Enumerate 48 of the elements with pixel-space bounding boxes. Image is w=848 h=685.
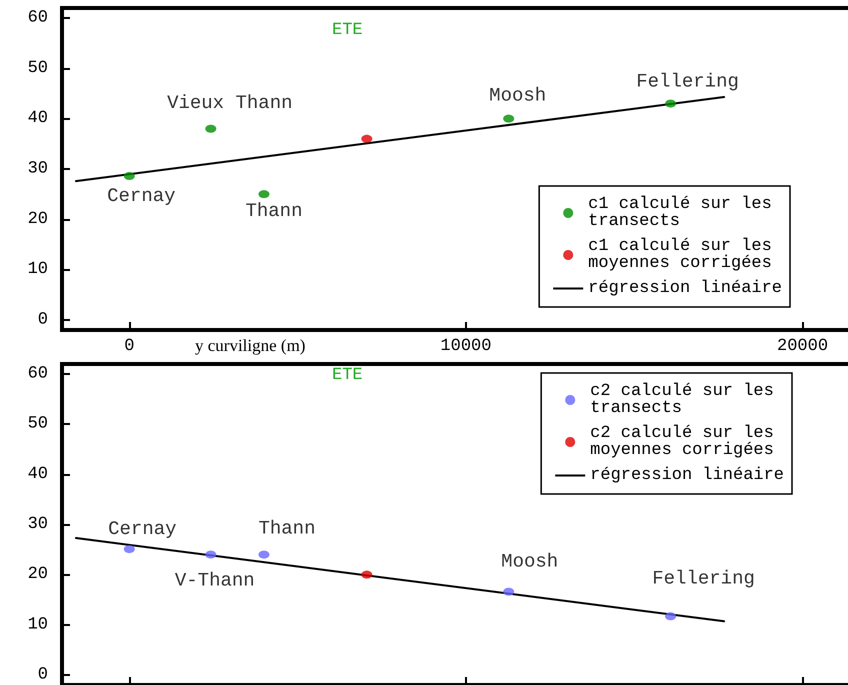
y-tick-label: 60: [28, 8, 48, 28]
y-tick-label: 0: [38, 310, 48, 330]
point: [258, 190, 270, 198]
annotation: Moosh: [489, 84, 546, 107]
legend-label: c2 calculé sur les moyennes corrigées: [590, 424, 774, 460]
annotation: Thann: [258, 518, 316, 540]
x-axis-title: y curviligne (m): [195, 336, 306, 355]
y-tick-label: 20: [28, 565, 48, 584]
y-tick-label: 40: [28, 109, 48, 128]
x-tick-label: 10000: [440, 337, 492, 356]
point: [205, 124, 216, 133]
annotation: Cernay: [107, 185, 176, 208]
y-tick-label: 40: [28, 464, 48, 484]
y-tick-label: 10: [28, 615, 48, 634]
y-tick-label: 60: [28, 364, 48, 384]
annotation: Vieux Thann: [167, 92, 292, 114]
point: [124, 172, 135, 180]
annotation: Fellering: [652, 567, 755, 590]
annotation: Thann: [245, 200, 302, 222]
y-tick-label: 20: [28, 210, 48, 229]
y-tick-label: 10: [28, 260, 48, 280]
y-tick-label: 0: [38, 665, 48, 684]
point: [205, 550, 216, 559]
point: [361, 570, 372, 579]
legend-label: régression linéaire: [588, 279, 782, 298]
annotation: Fellering: [636, 70, 739, 93]
point: [124, 545, 135, 554]
x-tick-label: 0: [124, 337, 134, 356]
annotation: Moosh: [501, 550, 558, 573]
text: ETE: [332, 21, 363, 40]
legend-label: régression linéaire: [590, 466, 784, 485]
point: [258, 550, 270, 559]
legend-label: c1 calculé sur les moyennes corrigées: [588, 237, 772, 273]
point: [665, 612, 676, 620]
legend-label: c2 calculé sur les transects: [590, 382, 774, 418]
annotation: Cernay: [108, 518, 177, 540]
y-tick-label: 50: [28, 58, 48, 78]
y-tick-label: 30: [28, 160, 48, 178]
y-tick-label: 30: [28, 515, 48, 534]
point: [665, 100, 676, 108]
y-tick-label: 50: [28, 414, 48, 434]
legend-label: c1 calculé sur les transects: [588, 195, 772, 231]
point: [503, 588, 514, 596]
chart-title: ETE: [332, 366, 363, 385]
x-tick-label: 20000: [777, 337, 828, 356]
point: [361, 134, 372, 143]
point: [503, 114, 514, 123]
annotation: V-Thann: [174, 570, 255, 592]
